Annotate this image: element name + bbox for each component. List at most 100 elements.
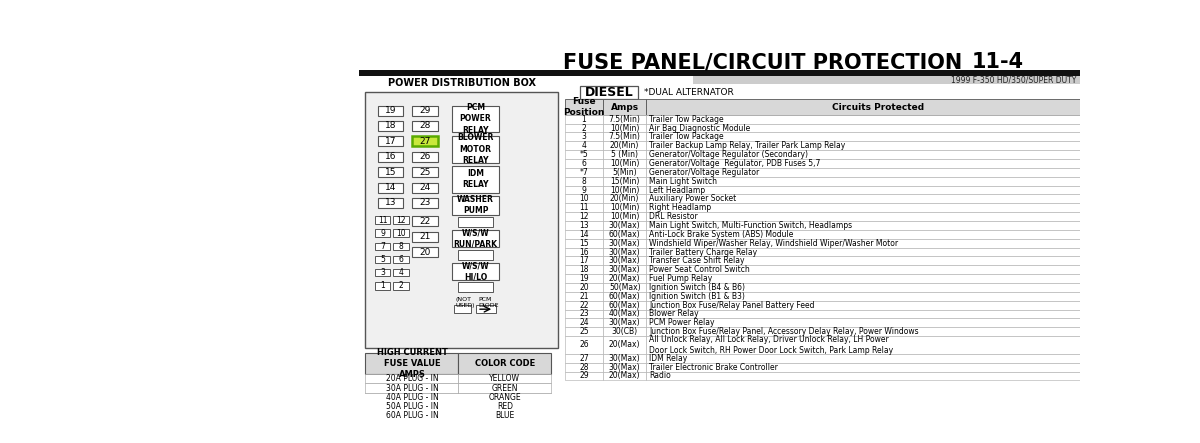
Text: 6: 6: [398, 255, 403, 264]
Bar: [394, 269, 409, 276]
Bar: [604, 221, 646, 230]
Bar: [604, 99, 646, 115]
Text: PCM
DIODE: PCM DIODE: [479, 297, 499, 308]
Text: 16: 16: [580, 248, 589, 256]
Bar: [452, 196, 499, 215]
Bar: [565, 132, 604, 141]
Text: 4: 4: [398, 268, 403, 277]
Bar: [565, 248, 604, 256]
Text: W/S/W
HI/LO: W/S/W HI/LO: [462, 261, 490, 281]
Text: 10(Min): 10(Min): [610, 212, 640, 221]
Bar: [565, 301, 604, 310]
Bar: [604, 168, 646, 177]
Text: Air Bag Diagnostic Module: Air Bag Diagnostic Module: [649, 124, 750, 132]
Bar: [412, 232, 438, 242]
Bar: [378, 183, 403, 193]
Bar: [646, 221, 1111, 230]
Text: 7.5(Min): 7.5(Min): [608, 132, 641, 141]
Text: 22: 22: [419, 217, 431, 226]
Bar: [366, 411, 458, 420]
Text: 4: 4: [582, 141, 587, 150]
Text: 40(Max): 40(Max): [608, 310, 641, 319]
Bar: [646, 274, 1111, 283]
Text: 29: 29: [580, 372, 589, 381]
Text: Trailer Backup Lamp Relay, Trailer Park Lamp Relay: Trailer Backup Lamp Relay, Trailer Park …: [649, 141, 845, 150]
Bar: [374, 269, 390, 276]
Bar: [646, 115, 1111, 124]
Text: 5 (Min): 5 (Min): [611, 150, 638, 159]
Text: FUSE PANEL/CIRCUIT PROTECTION: FUSE PANEL/CIRCUIT PROTECTION: [563, 52, 962, 72]
Bar: [646, 194, 1111, 203]
Bar: [604, 283, 646, 292]
Text: 30(Max): 30(Max): [608, 354, 641, 363]
Text: Generator/Voltage Regulator (Secondary): Generator/Voltage Regulator (Secondary): [649, 150, 808, 159]
Bar: [646, 363, 1111, 372]
Text: 3: 3: [380, 268, 385, 277]
Bar: [604, 301, 646, 310]
Bar: [646, 239, 1111, 248]
Bar: [374, 243, 390, 250]
Bar: [604, 336, 646, 354]
Bar: [565, 327, 604, 336]
Text: 18: 18: [580, 265, 589, 274]
Text: ORANGE: ORANGE: [488, 393, 521, 402]
Bar: [458, 411, 552, 420]
Bar: [565, 221, 604, 230]
Text: 20(Max): 20(Max): [608, 341, 641, 350]
Bar: [565, 310, 604, 319]
Text: 20(Min): 20(Min): [610, 141, 640, 150]
Bar: [458, 384, 552, 393]
Bar: [646, 124, 1111, 132]
Bar: [604, 132, 646, 141]
Bar: [366, 384, 458, 393]
Text: 20A PLUG - IN: 20A PLUG - IN: [385, 374, 438, 383]
Text: DRL Resistor: DRL Resistor: [649, 212, 698, 221]
Text: 10: 10: [580, 194, 589, 203]
Text: 60(Max): 60(Max): [608, 301, 641, 310]
Text: *7: *7: [580, 168, 588, 177]
Bar: [565, 274, 604, 283]
Text: 26: 26: [419, 152, 431, 161]
Text: 11-4: 11-4: [972, 52, 1024, 72]
Bar: [604, 212, 646, 221]
Text: Fuel Pump Relay: Fuel Pump Relay: [649, 274, 713, 283]
Text: Power Seat Control Switch: Power Seat Control Switch: [649, 265, 750, 274]
Bar: [565, 177, 604, 186]
Bar: [646, 301, 1111, 310]
Text: Auxiliary Power Socket: Auxiliary Power Socket: [649, 194, 737, 203]
Text: WASHER
PUMP: WASHER PUMP: [457, 195, 494, 215]
Text: 28: 28: [419, 121, 431, 130]
Bar: [604, 292, 646, 301]
Text: 40A PLUG - IN: 40A PLUG - IN: [385, 393, 438, 402]
Text: 21: 21: [580, 292, 589, 301]
Bar: [646, 256, 1111, 265]
Bar: [359, 70, 1080, 76]
Text: 60A PLUG - IN: 60A PLUG - IN: [385, 412, 438, 420]
Text: Anti-Lock Brake System (ABS) Module: Anti-Lock Brake System (ABS) Module: [649, 230, 793, 239]
Bar: [604, 265, 646, 274]
Text: 13: 13: [385, 198, 396, 207]
Bar: [394, 256, 409, 264]
Bar: [452, 136, 499, 163]
Bar: [646, 203, 1111, 212]
Bar: [604, 354, 646, 363]
Bar: [366, 92, 558, 348]
Bar: [646, 150, 1111, 159]
Bar: [565, 283, 604, 292]
Text: 7: 7: [380, 242, 385, 251]
Text: 22: 22: [580, 301, 589, 310]
Text: 1: 1: [380, 281, 385, 290]
Bar: [565, 354, 604, 363]
Text: 1: 1: [582, 115, 587, 124]
Bar: [646, 141, 1111, 150]
Bar: [604, 310, 646, 319]
Text: YELLOW: YELLOW: [490, 374, 521, 383]
Bar: [565, 319, 604, 327]
Bar: [565, 141, 604, 150]
Bar: [454, 305, 470, 313]
Bar: [374, 216, 390, 224]
Text: 30(Max): 30(Max): [608, 319, 641, 327]
Bar: [394, 229, 409, 237]
Text: PCM Power Relay: PCM Power Relay: [649, 319, 715, 327]
Bar: [604, 327, 646, 336]
